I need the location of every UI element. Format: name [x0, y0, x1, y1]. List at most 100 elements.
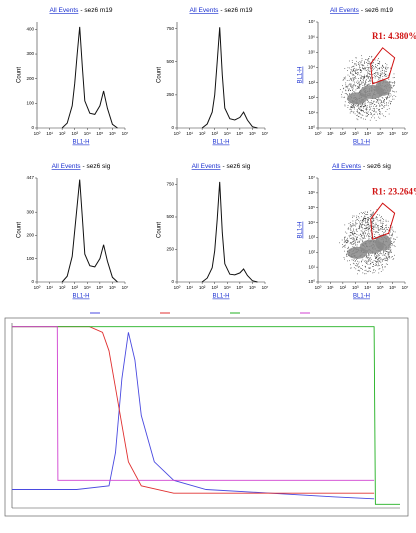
- density-dot: [380, 75, 381, 76]
- density-dot: [378, 68, 380, 69]
- x-tick-label: 10⁴: [84, 285, 91, 290]
- density-dot: [386, 256, 387, 258]
- density-dot: [387, 259, 389, 260]
- density-dot: [382, 264, 383, 265]
- density-dot: [372, 101, 374, 103]
- density-dot: [344, 245, 345, 247]
- x-axis-label[interactable]: BL1-H: [72, 140, 89, 146]
- title-link[interactable]: All Events: [49, 7, 79, 14]
- density-dot: [356, 87, 358, 89]
- density-dot: [344, 236, 345, 238]
- x-tick-label: 10⁷: [262, 131, 269, 136]
- density-dot: [359, 228, 360, 230]
- density-dot: [352, 233, 353, 234]
- density-dot: [352, 239, 354, 240]
- density-dot: [351, 87, 353, 89]
- density-dot: [379, 220, 381, 221]
- density-dot: [377, 265, 379, 267]
- density-dot: [386, 98, 387, 99]
- density-dot: [370, 230, 372, 232]
- density-dot: [370, 101, 372, 103]
- x-tick-label: 10¹: [46, 285, 53, 290]
- density-dot: [347, 90, 349, 92]
- density-dot: [352, 66, 354, 68]
- density-dot: [360, 230, 362, 232]
- density-dot: [382, 269, 384, 271]
- density-dot: [382, 225, 383, 227]
- density-dot: [361, 71, 362, 73]
- density-dot: [360, 212, 362, 213]
- x-tick-label: 10⁰: [315, 131, 322, 136]
- title-link[interactable]: All Events: [330, 7, 360, 14]
- density-dot: [384, 71, 386, 72]
- density-dot: [377, 224, 379, 226]
- x-axis-label[interactable]: BL1-H: [72, 294, 89, 300]
- density-dot: [380, 228, 381, 229]
- density-dot: [345, 90, 347, 92]
- x-tick-label: 10⁶: [389, 285, 396, 290]
- density-dot: [355, 243, 356, 245]
- density-dot: [351, 109, 352, 111]
- density-dot: [351, 73, 353, 75]
- density-dot: [344, 101, 346, 103]
- title-link[interactable]: All Events: [189, 7, 219, 14]
- density-dot: [365, 261, 367, 263]
- density-dot: [356, 265, 358, 267]
- density-dot: [344, 258, 345, 260]
- density-dot: [375, 263, 377, 265]
- density-dot: [361, 114, 363, 116]
- density-dot: [387, 67, 389, 68]
- density-dot: [368, 254, 369, 256]
- y-axis-label[interactable]: BL1-H: [298, 221, 304, 238]
- x-axis-label[interactable]: BL1-H: [212, 140, 229, 146]
- density-dot: [373, 67, 375, 69]
- density-dot: [367, 233, 368, 235]
- x-axis-label[interactable]: BL1-H: [353, 294, 370, 300]
- density-dot: [365, 225, 367, 226]
- y-axis-label: Count: [17, 67, 23, 83]
- density-dot: [393, 241, 395, 243]
- title-link[interactable]: All Events: [332, 163, 362, 170]
- density-dot: [352, 74, 354, 76]
- density-dot: [352, 66, 354, 67]
- density-dot: [372, 59, 373, 61]
- x-axis-label[interactable]: BL1-H: [212, 294, 229, 300]
- density-dot: [361, 78, 363, 79]
- density-dot: [359, 106, 361, 107]
- density-dot: [379, 77, 381, 79]
- density-dot: [391, 241, 392, 242]
- x-tick-label: 10⁴: [224, 285, 231, 290]
- density-dot: [368, 227, 369, 229]
- density-dot: [390, 251, 392, 252]
- density-dot: [374, 75, 375, 77]
- density-dot: [394, 82, 396, 83]
- title-text: - sez6 sig: [363, 163, 391, 170]
- density-dot: [348, 80, 350, 81]
- density-dot: [392, 259, 394, 260]
- density-dot: [388, 229, 390, 231]
- density-dot: [355, 229, 357, 230]
- y-axis-label[interactable]: BL1-H: [298, 66, 304, 83]
- density-dot: [370, 210, 372, 212]
- density-dot: [356, 215, 358, 217]
- density-dot: [361, 65, 363, 66]
- density-dot: [367, 222, 369, 223]
- density-dot: [349, 78, 351, 80]
- density-dot: [391, 82, 393, 84]
- x-tick-label: 10⁵: [236, 131, 243, 136]
- density-dot: [391, 86, 392, 88]
- density-dot: [348, 89, 350, 91]
- density-dot: [355, 78, 357, 79]
- density-dot: [356, 244, 358, 246]
- density-dot: [358, 220, 360, 221]
- density-dot: [379, 61, 381, 62]
- density-dot: [346, 255, 348, 257]
- density-dot: [376, 67, 377, 68]
- density-dot: [382, 229, 384, 230]
- density-dot: [358, 81, 360, 83]
- title-link[interactable]: All Events: [192, 163, 222, 170]
- density-dot: [371, 218, 373, 220]
- title-link[interactable]: All Events: [52, 163, 82, 170]
- density-dot: [373, 109, 375, 111]
- x-axis-label[interactable]: BL1-H: [353, 140, 370, 146]
